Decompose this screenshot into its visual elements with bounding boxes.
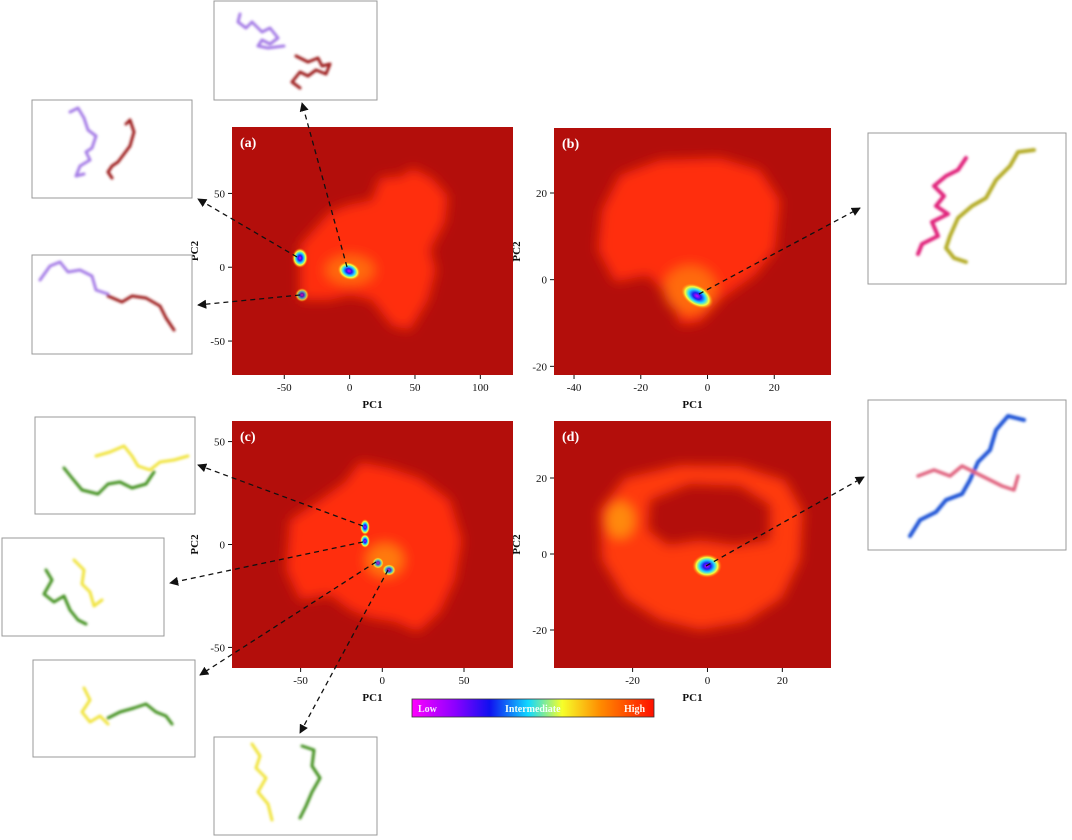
panel-d-landscape [600, 465, 803, 630]
x-tick-label: -50 [293, 675, 308, 687]
colorbar-mid-label: Intermediate [505, 704, 561, 715]
arrow-c-3 [199, 561, 377, 676]
chain-darkred [290, 54, 332, 90]
x-tick-label: -20 [633, 382, 648, 394]
y-tick-label: -50 [210, 336, 225, 348]
x-tick-label: 50 [409, 382, 421, 394]
x-tick-label: 0 [347, 382, 353, 394]
chain-green [298, 744, 322, 820]
y-tick-label: 0 [542, 549, 548, 561]
y-tick-label: 50 [214, 188, 226, 200]
x-axis-label: PC1 [362, 399, 382, 411]
panel-b-landscape [598, 158, 780, 325]
colorbar-high-label: High [624, 704, 646, 715]
chain-olive [944, 148, 1036, 264]
panel-a-label: (a) [240, 136, 257, 151]
panel-c-minimum [372, 557, 384, 569]
x-axis-label: PC1 [362, 692, 382, 704]
colorbar: Low Intermediate High [411, 698, 655, 718]
x-axis-label: PC1 [682, 692, 702, 704]
panel-c-axes: -50 0 50 -50 0 50 PC1 PC2 [189, 437, 470, 704]
colorbar-gradient [411, 698, 655, 718]
panel-a-landscape [300, 168, 448, 330]
chain-darkred [106, 294, 176, 332]
y-tick-label: -20 [532, 361, 547, 373]
x-axis-label: PC1 [682, 399, 702, 411]
panel-b: (b) -40 -20 0 20 -20 0 20 PC1 PC2 [511, 128, 831, 411]
inset-box-a-left-upper [31, 99, 193, 199]
panel-a-minimum [292, 248, 308, 268]
chain-purple [68, 106, 98, 178]
y-tick-label: 0 [220, 262, 226, 274]
arrow-c-2 [169, 541, 364, 586]
chain-yellow [80, 686, 110, 726]
arrow-c-4 [299, 569, 389, 734]
x-tick-label: 0 [705, 675, 711, 687]
inset-box-c-4 [213, 736, 378, 836]
y-tick-label: 0 [220, 540, 226, 552]
chain-purple [38, 260, 110, 296]
x-tick-label: 20 [777, 675, 789, 687]
y-tick-label: 20 [536, 188, 548, 200]
callout-arrows [169, 102, 865, 734]
chain-green [42, 568, 88, 626]
chain-green [106, 702, 174, 726]
x-tick-label: 20 [769, 382, 781, 394]
panel-d-label: (d) [562, 430, 579, 445]
x-tick-label: 50 [458, 675, 470, 687]
panel-c-label: (c) [240, 430, 256, 445]
panel-a-minimum [337, 261, 361, 281]
inset-box-c-1 [34, 416, 196, 515]
y-tick-label: -50 [210, 642, 225, 654]
chain-yellow [72, 558, 104, 608]
panel-b-minimum [680, 282, 714, 310]
arrow-a-lower [197, 294, 301, 309]
chain-yellow [94, 444, 190, 472]
x-tick-label: 0 [705, 382, 711, 394]
panel-c-minimum [382, 564, 396, 576]
panel-c: (c) -50 0 50 -50 0 50 PC1 PC2 [189, 421, 513, 704]
chain-pink [916, 156, 968, 256]
chain-green [62, 466, 156, 496]
y-tick-label: 50 [214, 437, 226, 449]
arrow-d [705, 476, 865, 567]
panel-c-landscape [286, 462, 462, 632]
y-tick-label: 20 [536, 473, 548, 485]
arrow-a-upper [197, 198, 298, 258]
panel-a-minimum [295, 288, 309, 302]
x-tick-label: 0 [380, 675, 386, 687]
arrow-b [698, 207, 861, 295]
structure-ribbons [38, 12, 1036, 822]
y-tick-label: -20 [532, 625, 547, 637]
inset-box-c-3 [32, 659, 196, 758]
y-axis-label: PC2 [511, 241, 523, 262]
panel-d: (d) -20 0 20 -20 0 20 PC1 PC2 [511, 421, 831, 704]
chain-blue [908, 414, 1026, 538]
arrow-c-1 [197, 463, 364, 527]
x-tick-label: -20 [625, 675, 640, 687]
panel-c-minimum [360, 534, 370, 548]
y-axis-label: PC2 [511, 534, 523, 555]
x-tick-label: -50 [277, 382, 292, 394]
chain-purple [236, 12, 286, 50]
panel-c-minimum [360, 519, 370, 535]
y-axis-label: PC2 [189, 534, 201, 555]
arrow-a-top [299, 102, 348, 268]
colorbar-low-label: Low [418, 704, 438, 715]
inset-box-d [867, 399, 1067, 551]
panel-d-axes: -20 0 20 -20 0 20 PC1 PC2 [511, 473, 788, 704]
x-tick-label: 100 [472, 382, 489, 394]
panel-b-label: (b) [562, 137, 579, 152]
chain-darkred [106, 118, 136, 180]
y-tick-label: 0 [542, 275, 548, 287]
chain-salmon [916, 464, 1020, 492]
chain-yellow [250, 742, 274, 822]
x-tick-label: -40 [567, 382, 582, 394]
inset-box-a-left-lower [31, 254, 193, 355]
panel-b-axes: -40 -20 0 20 -20 0 20 PC1 PC2 [511, 188, 780, 411]
